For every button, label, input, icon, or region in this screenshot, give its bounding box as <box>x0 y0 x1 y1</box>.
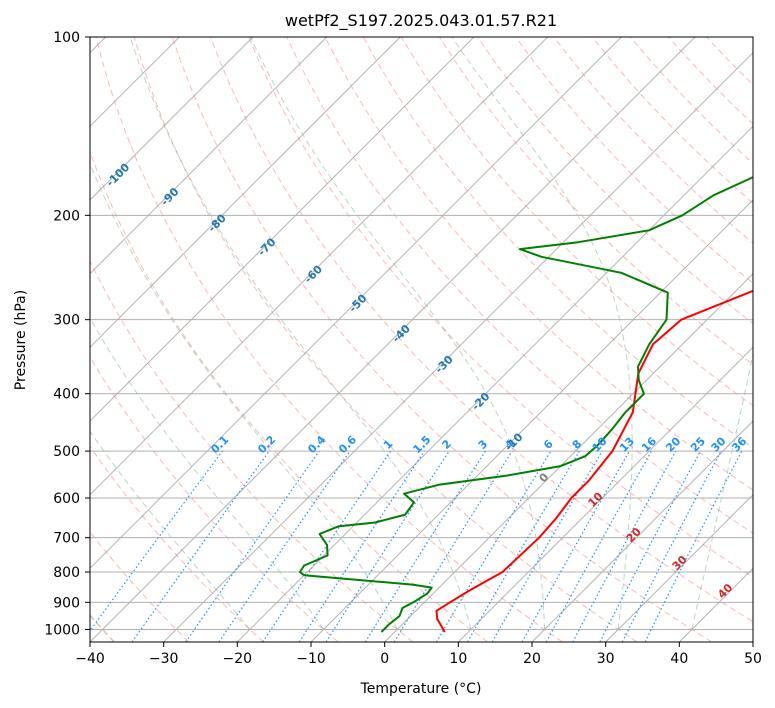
y-tick-label: 1000 <box>44 622 80 638</box>
x-tick-label: 50 <box>744 651 762 667</box>
y-tick-label: 900 <box>53 595 80 611</box>
mixing-ratio-line <box>218 450 351 642</box>
x-tick-label: −40 <box>75 651 105 667</box>
mixing-ratio-line <box>90 450 223 632</box>
moist-adiabat-line <box>129 37 472 630</box>
x-tick-label: 20 <box>523 651 541 667</box>
isotherm-line <box>90 37 254 201</box>
mixing-ratio-line <box>393 450 513 642</box>
moist-adiabat-line <box>451 37 633 630</box>
moist-adiabat-line <box>90 430 251 630</box>
mixing-ratio-line <box>298 450 425 642</box>
isotherm-line <box>531 420 753 642</box>
dry-adiabat-line <box>324 37 753 491</box>
x-tick-label: −30 <box>149 651 179 667</box>
y-axis-ticks: 100 200 300 400 500 600 700 800 900 1000 <box>44 30 90 638</box>
mixing-ratio-line <box>545 450 653 642</box>
y-tick-label: 300 <box>53 313 80 329</box>
y-tick-label: 600 <box>53 491 80 507</box>
dry-adiabat-line <box>90 259 414 642</box>
y-tick-label: 800 <box>53 565 80 581</box>
x-tick-label: 10 <box>449 651 467 667</box>
isotherm-line <box>457 346 753 642</box>
x-axis-label: Temperature (°C) <box>360 681 482 697</box>
x-axis-ticks: −40 −30 −20 −10 0 10 20 30 40 50 <box>75 642 762 667</box>
mixing-ratio-line <box>521 450 631 642</box>
dry-adiabat-line <box>90 445 264 642</box>
mixing-ratio-line <box>325 450 450 642</box>
isotherm-line <box>90 37 475 422</box>
x-tick-label: 0 <box>380 651 389 667</box>
isotherm-line <box>90 37 549 496</box>
mixing-ratio-line <box>131 450 270 642</box>
isotherm-line <box>163 51 753 642</box>
y-tick-label: 200 <box>53 208 80 224</box>
mixing-ratio-line <box>572 450 677 642</box>
profile-series <box>298 176 753 633</box>
x-tick-label: −20 <box>223 651 253 667</box>
isotherm-line <box>90 37 401 349</box>
mixing-ratio-line <box>262 450 392 642</box>
dry-adiabat-line <box>286 37 753 534</box>
moist-adiabat-line <box>90 317 324 630</box>
isotherm-line <box>90 37 328 275</box>
y-tick-label: 400 <box>53 387 80 403</box>
y-tick-label: 500 <box>53 444 80 460</box>
dry-adiabat-line <box>210 37 753 623</box>
plot-background <box>90 37 753 642</box>
isotherm-line <box>90 37 696 642</box>
mixing-ratio-line <box>644 450 743 642</box>
dry-adiabat-line <box>90 356 339 642</box>
dewpoint-profile-line <box>298 176 753 633</box>
moist-adiabat-line <box>250 37 546 630</box>
chart-title: wetPf2_S197.2025.043.01.57.R21 <box>285 11 557 31</box>
isotherm-line <box>605 493 753 642</box>
dry-adiabat-line <box>248 37 753 578</box>
isotherm-line <box>310 199 753 642</box>
plot-frame <box>89 36 754 643</box>
mixing-ratio-line <box>185 450 320 642</box>
isotherm-line <box>236 125 753 642</box>
x-tick-label: 40 <box>670 651 688 667</box>
x-tick-label: −10 <box>296 651 326 667</box>
dry-adiabat-line <box>133 37 638 642</box>
background-reference-lines <box>90 37 753 642</box>
moist-adiabat-line <box>691 351 753 630</box>
y-axis-label: Pressure (hPa) <box>13 290 29 390</box>
dry-adiabat-line <box>515 37 753 284</box>
y-tick-label: 700 <box>53 531 80 547</box>
dry-adiabat-line <box>95 37 563 642</box>
isotherm-line <box>752 641 753 642</box>
isotherm-line <box>90 37 622 570</box>
x-tick-label: 30 <box>597 651 615 667</box>
y-tick-label: 100 <box>53 30 80 46</box>
dry-adiabat-line <box>171 37 712 642</box>
isotherm-line <box>384 272 753 642</box>
